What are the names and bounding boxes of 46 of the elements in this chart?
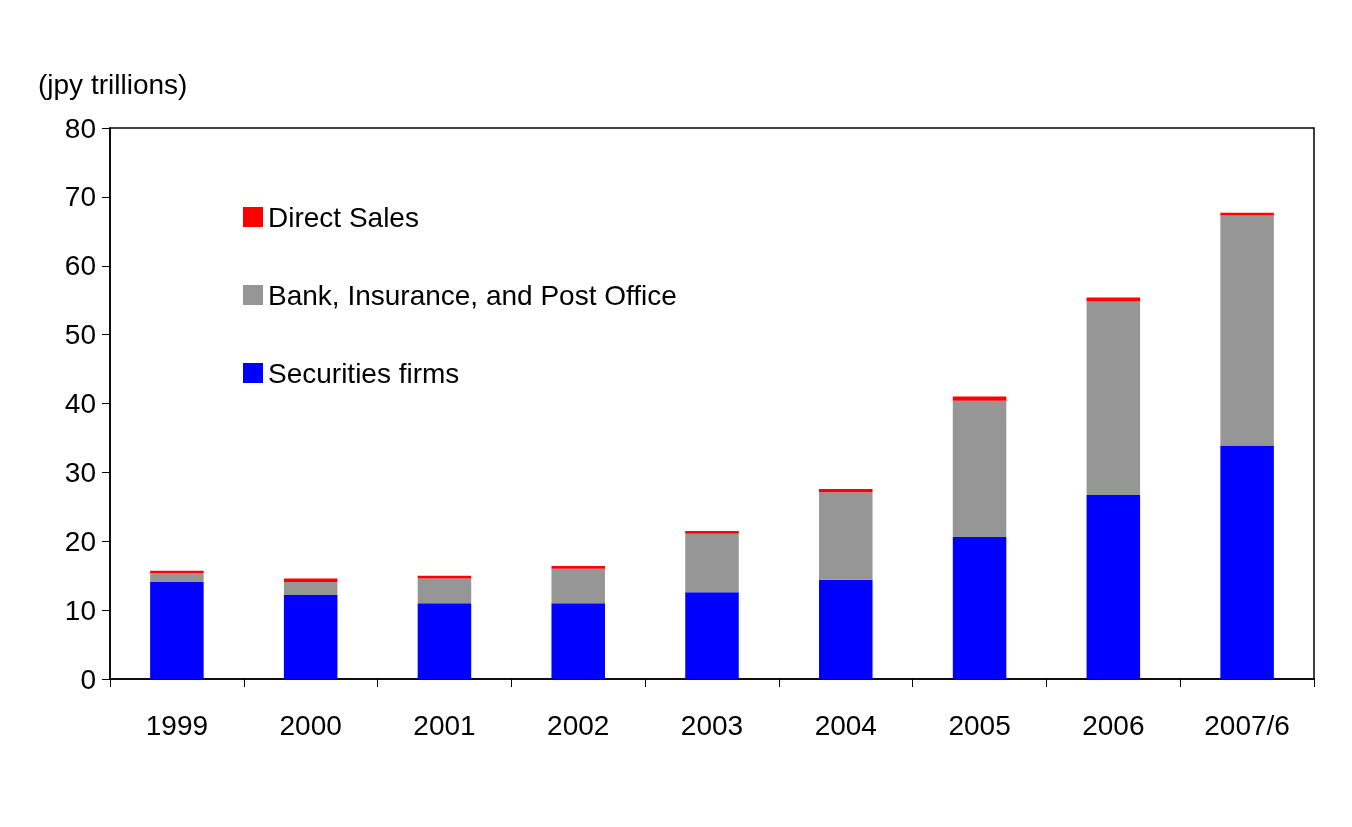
y-tick-label: 30	[64, 456, 96, 488]
x-tick-label: 2007/6	[1204, 709, 1290, 741]
bar	[150, 572, 204, 582]
x-tick-label: 2000	[279, 709, 342, 741]
y-tick-label: 40	[64, 388, 96, 419]
bar	[685, 592, 739, 679]
bar	[551, 568, 605, 604]
y-tick-label: 70	[64, 181, 96, 213]
bar	[819, 579, 873, 679]
bar	[283, 578, 338, 582]
y-tick-label: 10	[64, 594, 96, 626]
x-tick-label: 2002	[547, 709, 610, 741]
bar	[1220, 445, 1274, 679]
x-tick-label: 2006	[1082, 709, 1145, 741]
legend-label: Bank, Insurance, and Post Office	[268, 279, 677, 311]
y-tick-label: 50	[64, 319, 96, 351]
bar	[551, 566, 605, 569]
x-tick-label: 1999	[145, 709, 209, 741]
bar	[1086, 297, 1141, 302]
legend-label: Securities firms	[268, 357, 460, 389]
bar	[1086, 301, 1141, 496]
bar	[283, 581, 338, 595]
bar	[952, 396, 1007, 401]
y-tick-label: 0	[80, 663, 96, 695]
bar	[685, 533, 739, 593]
y-tick-label: 20	[64, 525, 96, 557]
legend-label: Direct Sales	[268, 201, 419, 233]
bar	[150, 570, 204, 573]
y-tick-label: 60	[64, 250, 96, 282]
bar	[150, 581, 204, 679]
x-tick-label: 2004	[814, 709, 877, 741]
bar	[417, 603, 472, 679]
bar	[551, 603, 605, 679]
y-tick-label: 80	[64, 112, 96, 144]
bar	[952, 537, 1007, 679]
x-tick-label: 2001	[413, 709, 476, 741]
bar	[1086, 495, 1141, 679]
bar	[1220, 215, 1274, 446]
bar	[685, 530, 739, 534]
x-tick-label: 2005	[948, 709, 1011, 741]
bar	[952, 400, 1007, 538]
y-axis-title: (jpy trillions)	[38, 68, 188, 100]
x-tick-label: 2003	[680, 709, 744, 741]
bar	[819, 492, 873, 580]
bar	[417, 578, 472, 604]
bar	[283, 594, 338, 679]
